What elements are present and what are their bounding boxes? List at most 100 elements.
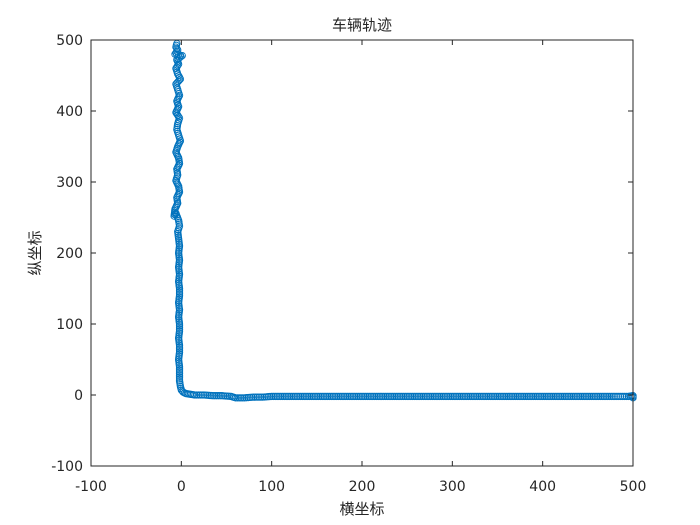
data-point bbox=[251, 393, 260, 401]
data-point bbox=[286, 392, 294, 401]
data-point bbox=[446, 392, 455, 401]
data-point bbox=[576, 392, 585, 401]
data-point bbox=[175, 286, 184, 294]
data-point bbox=[484, 392, 493, 401]
data-point bbox=[175, 373, 184, 381]
data-point bbox=[596, 392, 605, 401]
data-point bbox=[291, 392, 299, 401]
data-point bbox=[351, 392, 359, 401]
data-point bbox=[175, 288, 184, 296]
data-point bbox=[540, 392, 549, 401]
data-point bbox=[313, 392, 321, 401]
data-point bbox=[356, 392, 364, 401]
y-tick-label: 200 bbox=[56, 246, 83, 262]
data-point bbox=[387, 392, 395, 401]
data-point bbox=[490, 392, 498, 401]
y-tick-label: -100 bbox=[51, 459, 83, 475]
data-point bbox=[553, 392, 561, 401]
data-point bbox=[196, 391, 204, 399]
data-point bbox=[309, 392, 317, 401]
data-point bbox=[296, 392, 305, 401]
data-point bbox=[342, 392, 350, 401]
data-point bbox=[483, 392, 491, 401]
data-point bbox=[334, 392, 343, 401]
data-point bbox=[463, 392, 471, 401]
data-point bbox=[336, 392, 344, 401]
data-point bbox=[280, 392, 288, 401]
data-point bbox=[361, 392, 370, 401]
data-point bbox=[275, 392, 283, 401]
data-point bbox=[383, 392, 391, 401]
data-point bbox=[497, 392, 505, 401]
data-point bbox=[307, 392, 316, 401]
data-point bbox=[401, 392, 410, 401]
data-point bbox=[216, 392, 224, 400]
data-point bbox=[528, 392, 536, 401]
data-point bbox=[235, 394, 243, 402]
data-point bbox=[517, 392, 525, 401]
x-tick-label: 200 bbox=[349, 479, 376, 495]
data-point bbox=[372, 392, 381, 401]
data-point bbox=[520, 392, 529, 401]
data-point bbox=[470, 392, 478, 401]
data-point bbox=[555, 392, 563, 401]
data-point bbox=[566, 392, 574, 401]
data-point bbox=[416, 392, 424, 401]
data-point bbox=[239, 394, 247, 402]
data-point bbox=[257, 393, 265, 401]
data-point bbox=[358, 392, 366, 401]
data-point bbox=[619, 392, 627, 401]
data-point bbox=[615, 392, 623, 401]
data-point bbox=[526, 392, 534, 401]
axis-ticks: -100 0 100 200 300 400 500 -100 0 100 200 300 400 500 bbox=[51, 33, 646, 495]
data-point bbox=[529, 392, 538, 401]
data-point bbox=[343, 392, 352, 401]
data-point bbox=[488, 392, 496, 401]
data-point bbox=[369, 392, 377, 401]
data-point bbox=[345, 392, 353, 401]
data-point bbox=[367, 392, 375, 401]
data-point bbox=[398, 392, 406, 401]
data-point bbox=[417, 392, 426, 401]
data-point bbox=[175, 320, 184, 328]
x-tick-label: 0 bbox=[177, 479, 186, 495]
data-point bbox=[211, 392, 219, 400]
data-point bbox=[174, 113, 183, 121]
data-point bbox=[436, 392, 444, 401]
data-point bbox=[271, 392, 279, 401]
data-point bbox=[617, 392, 625, 401]
data-point bbox=[325, 392, 334, 401]
data-point bbox=[595, 392, 603, 401]
data-point bbox=[278, 392, 287, 401]
data-point bbox=[304, 392, 312, 401]
data-point bbox=[582, 392, 590, 401]
data-point bbox=[428, 392, 437, 401]
data-point bbox=[600, 392, 608, 401]
data-point bbox=[593, 392, 601, 401]
x-tick-label: 100 bbox=[258, 479, 285, 495]
data-point bbox=[324, 392, 332, 401]
data-point bbox=[445, 392, 453, 401]
data-point bbox=[457, 392, 466, 401]
data-point bbox=[231, 394, 240, 402]
data-point bbox=[376, 392, 384, 401]
data-point bbox=[419, 392, 428, 401]
data-point bbox=[268, 392, 276, 401]
data-point bbox=[320, 392, 328, 401]
data-point bbox=[394, 392, 402, 401]
data-point bbox=[389, 392, 397, 401]
data-point bbox=[175, 325, 184, 333]
data-point bbox=[589, 392, 597, 401]
data-point bbox=[175, 362, 184, 371]
data-point bbox=[277, 392, 285, 401]
data-point bbox=[533, 392, 541, 401]
data-point bbox=[499, 392, 507, 401]
data-point bbox=[432, 392, 440, 401]
data-point bbox=[175, 343, 184, 351]
data-point bbox=[175, 366, 184, 374]
data-point bbox=[331, 392, 339, 401]
data-point bbox=[421, 392, 429, 401]
x-tick-label: -100 bbox=[75, 479, 107, 495]
